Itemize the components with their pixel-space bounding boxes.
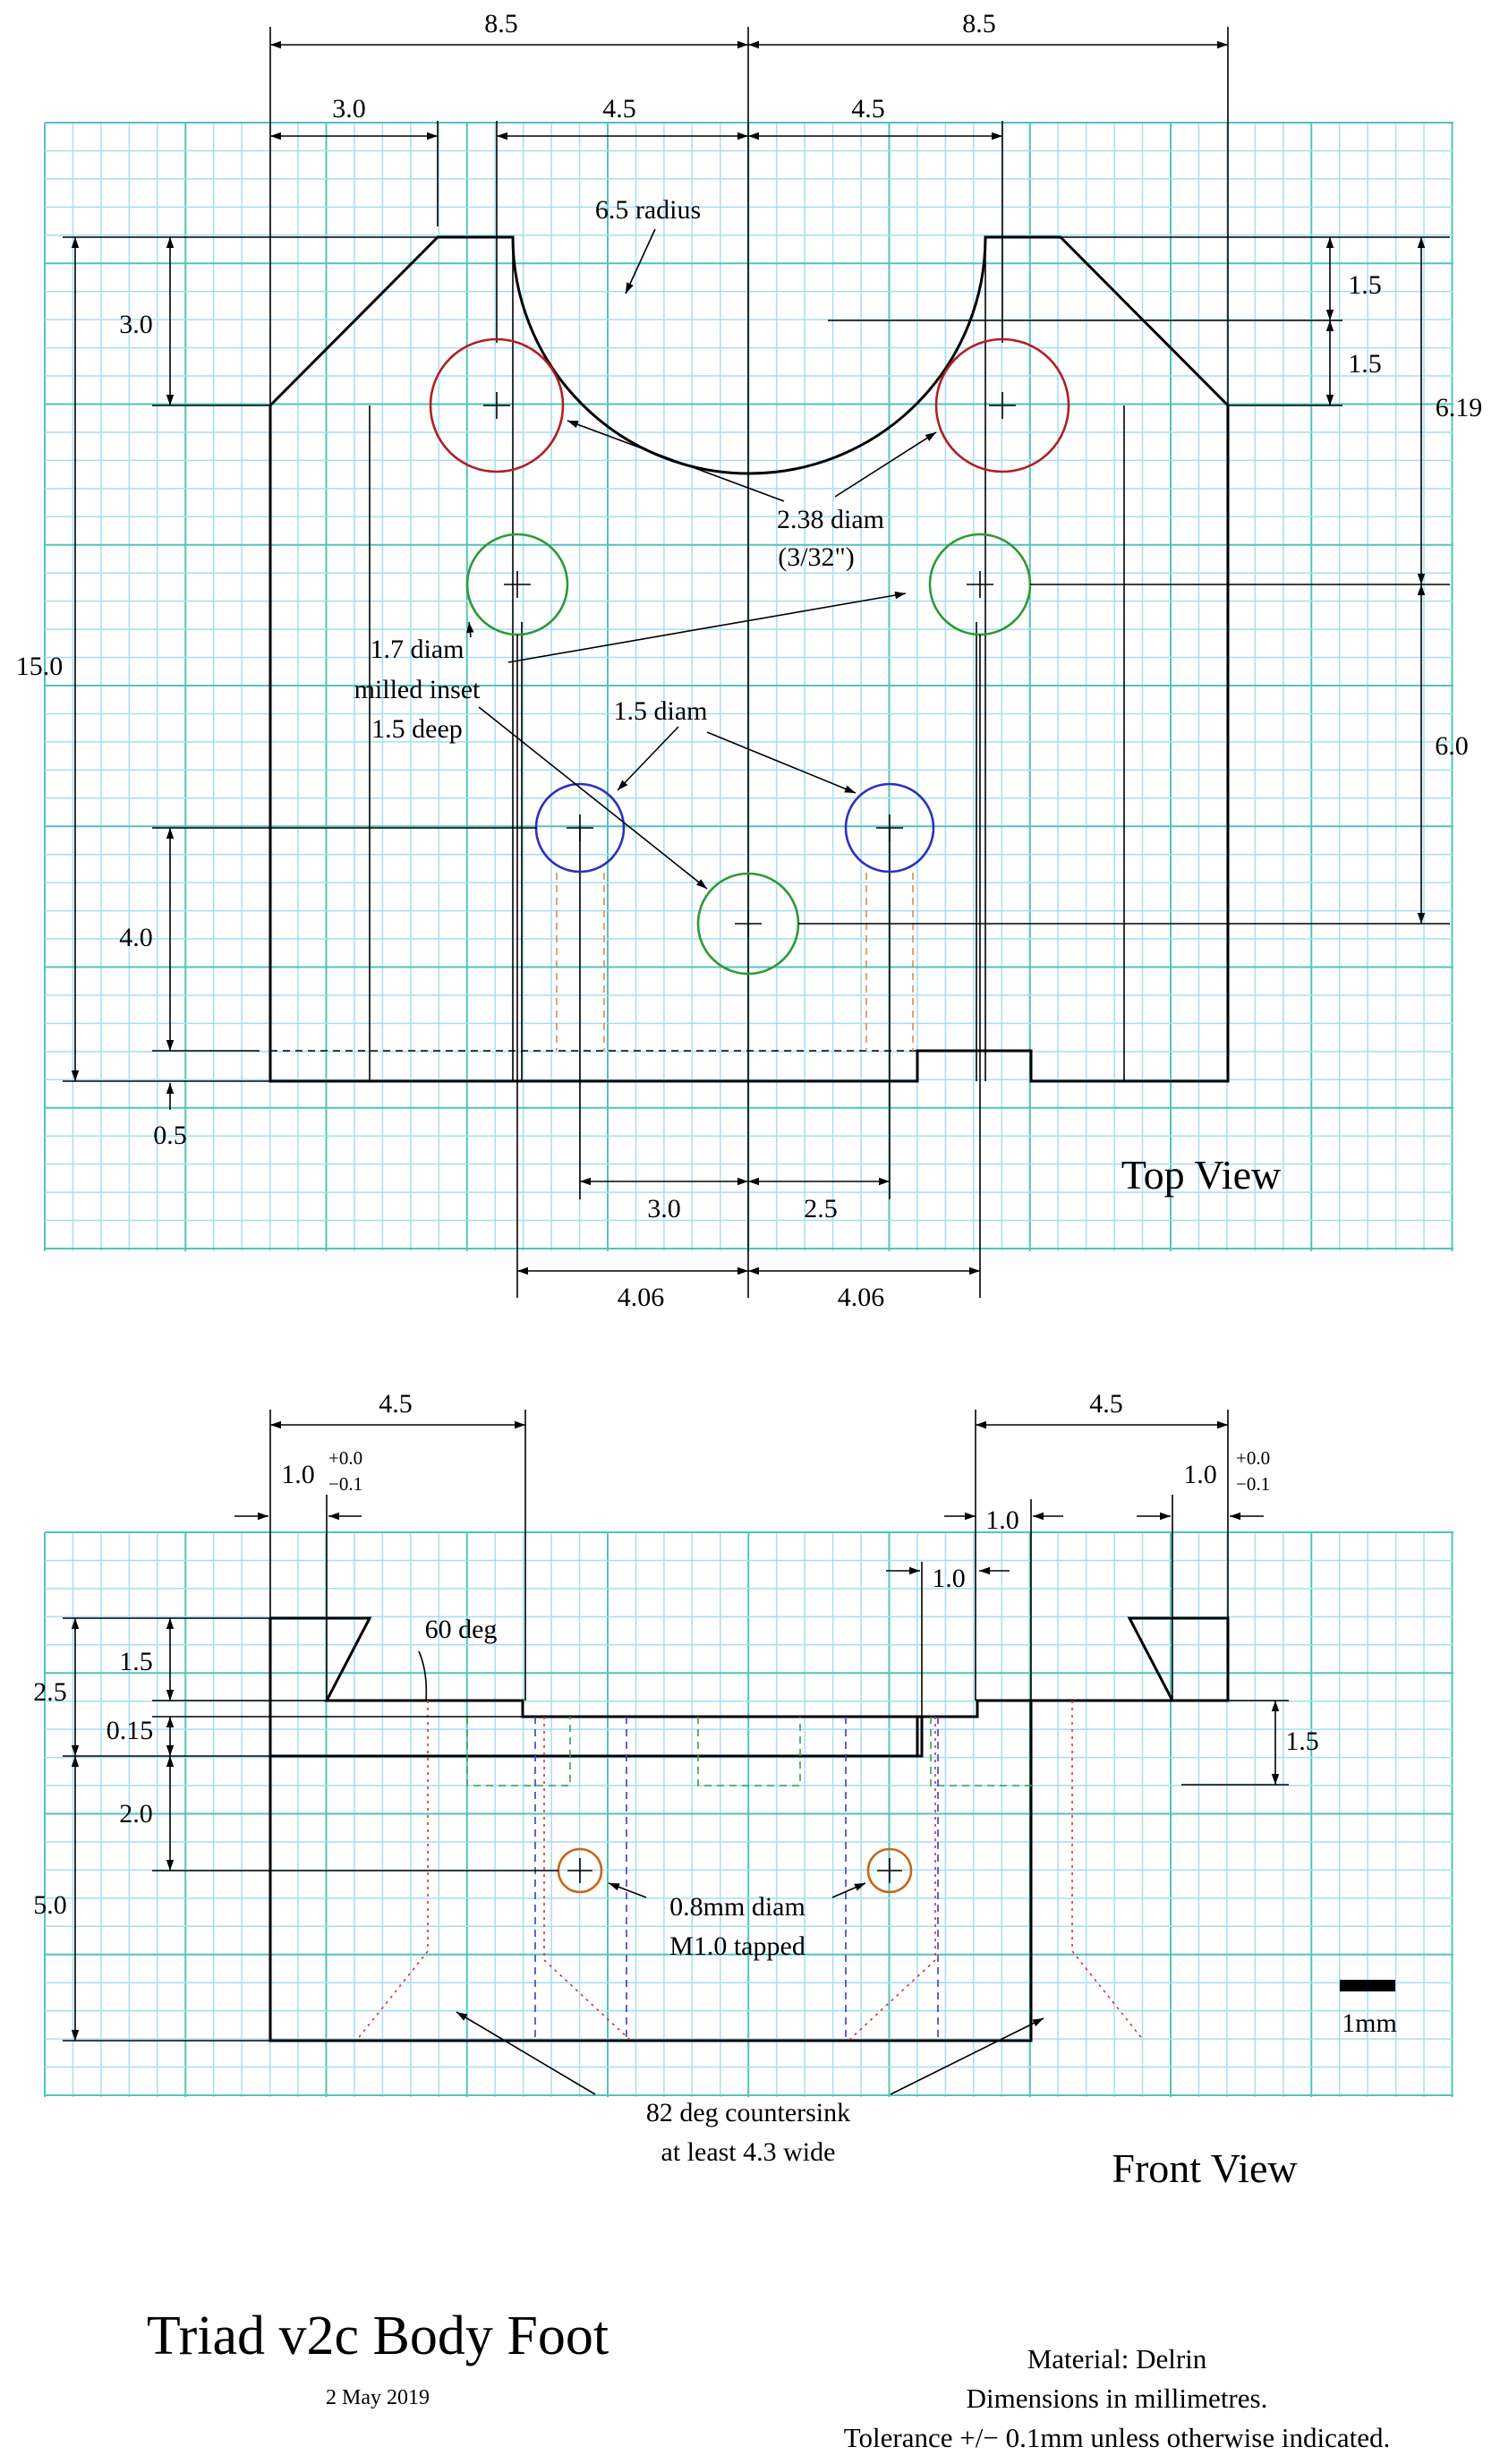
front-hidden-green: [466, 1717, 1034, 1786]
tapped-hole-right: [866, 1847, 913, 1894]
footer-units: Dimensions in millimetres.: [967, 2383, 1268, 2414]
dim-front-top-right: 4.5: [1089, 1389, 1123, 1419]
dim-front-left-2-0: 2.0: [119, 1799, 153, 1829]
note-csk-2: at least 4.3 wide: [661, 2137, 836, 2167]
dim-lip-right: 1.0: [1183, 1460, 1217, 1489]
front-view: 4.5 4.5 1.0 +0.0 −0.1 1.0 +0.0 −0.1 1.0 …: [33, 1389, 1397, 2191]
dim-right-6-19: 6.19: [1436, 393, 1483, 422]
note-inset-1: 1.7 diam: [371, 635, 464, 664]
top-view-grid: [44, 122, 1453, 1251]
top-view: 8.5 8.5 3.0 4.5 4.5 15.0 3.0 4.0 0.5: [16, 9, 1483, 1312]
dim-green-left: 4.06: [618, 1283, 665, 1312]
dim-top-half-right: 8.5: [962, 9, 996, 38]
dim-front-left-5-0: 5.0: [33, 1890, 67, 1920]
dim-lip-left: 1.0: [281, 1460, 315, 1489]
front-hidden-blue: [534, 1717, 939, 2041]
note-tap-1: 0.8mm diam: [669, 1892, 805, 1922]
dim-green-right: 4.06: [838, 1283, 885, 1312]
dim-right-6-0: 6.0: [1435, 731, 1469, 761]
dim-front-top-left: 4.5: [379, 1389, 413, 1419]
footer-tolerance: Tolerance +/− 0.1mm unless otherwise ind…: [844, 2422, 1390, 2453]
scale-label: 1mm: [1342, 2008, 1397, 2038]
tol-minus-left: −0.1: [328, 1473, 362, 1495]
dim-chamfer-width: 3.0: [332, 94, 366, 124]
big-hole-left: [429, 337, 565, 473]
dim-slot-1: 1.0: [985, 1505, 1019, 1535]
countersink-hidden: [355, 1701, 1145, 2042]
note-inset-2: milled inset: [354, 675, 481, 704]
tol-plus-left: +0.0: [328, 1447, 362, 1469]
note-big-hole-1: 2.38 diam: [777, 505, 884, 534]
dim-overall-height: 15.0: [16, 652, 64, 681]
note-radius: 6.5 radius: [595, 195, 701, 225]
dim-chamfer-depth: 3.0: [119, 310, 153, 339]
front-view-title: Front View: [1112, 2145, 1298, 2191]
note-inset-3: 1.5 deep: [371, 714, 463, 744]
scale-bar: [1340, 1980, 1395, 1991]
tapped-hole-crosshairs: [567, 1858, 902, 1883]
dim-right-upper-2: 1.5: [1348, 349, 1382, 379]
top-view-title: Top View: [1121, 1152, 1282, 1198]
dim-front-right-1-5: 1.5: [1285, 1727, 1319, 1756]
drawing-title: Triad v2c Body Foot: [147, 2306, 609, 2366]
front-view-grid: [44, 1531, 1453, 2097]
drawing-date: 2 May 2019: [326, 2386, 430, 2409]
note-angle: 60 deg: [425, 1615, 498, 1644]
note-csk-1: 82 deg countersink: [646, 2098, 850, 2127]
footer-material: Material: Delrin: [1027, 2343, 1207, 2374]
small-hole-right: [844, 782, 935, 874]
dim-bottom-step: 0.5: [153, 1121, 187, 1150]
note-big-hole-2: (3/32"): [778, 542, 855, 572]
dim-top-half-left: 8.5: [484, 9, 518, 38]
dim-front-left-1-5: 1.5: [119, 1647, 153, 1676]
dim-front-left-2-5: 2.5: [33, 1677, 67, 1707]
dim-hole-offset-4: 4.0: [119, 923, 153, 952]
tol-plus-right: +0.0: [1236, 1447, 1270, 1469]
dim-front-left-0-15: 0.15: [107, 1716, 154, 1745]
note-small-hole: 1.5 diam: [614, 696, 708, 726]
dim-hole-right: 4.5: [851, 94, 885, 124]
big-hole-right: [934, 337, 1070, 473]
dim-blue-right: 2.5: [804, 1194, 838, 1223]
dim-hole-left: 4.5: [602, 94, 636, 124]
top-view-outline: [268, 235, 1230, 1083]
dim-blue-left: 3.0: [647, 1194, 681, 1223]
note-tap-2: M1.0 tapped: [669, 1931, 805, 1961]
hole-crosshairs: [483, 392, 1016, 937]
tol-minus-right: −0.1: [1236, 1473, 1270, 1495]
dim-right-upper-1: 1.5: [1348, 270, 1382, 300]
dim-slot-2: 1.0: [932, 1564, 966, 1593]
